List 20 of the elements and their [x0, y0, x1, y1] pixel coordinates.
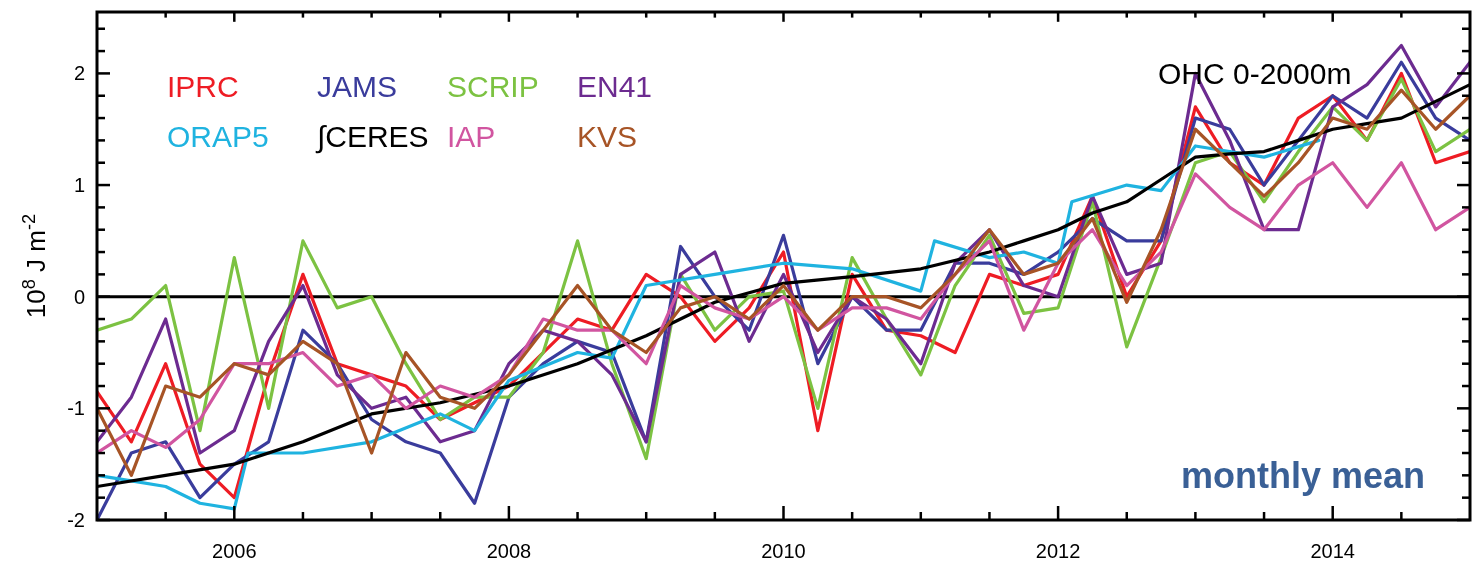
text: KVS — [577, 120, 638, 153]
x-tick-label: 2012 — [1035, 540, 1081, 562]
text: ∫CERES — [315, 120, 429, 154]
y-tick-label: 2 — [73, 62, 85, 85]
text: ORAP5 — [167, 120, 269, 153]
y-tick-label: 1 — [73, 174, 85, 197]
x-tick-label: 2006 — [212, 540, 257, 562]
y-tick-label: 0 — [73, 285, 85, 308]
y-tick-label: -2 — [67, 509, 85, 531]
text: JAMS — [317, 70, 398, 103]
x-tick-label: 2008 — [486, 540, 532, 562]
text: SCRIP — [447, 70, 539, 103]
x-tick-label: 2014 — [1310, 540, 1355, 562]
annotation: monthly mean — [1180, 455, 1425, 496]
y-tick-label: -1 — [67, 397, 85, 420]
text: EN41 — [577, 70, 653, 103]
x-tick-label: 2010 — [761, 540, 806, 562]
text: IPRC — [167, 70, 239, 103]
annotation: OHC 0-2000m — [1158, 57, 1352, 90]
text: IAP — [447, 120, 496, 153]
